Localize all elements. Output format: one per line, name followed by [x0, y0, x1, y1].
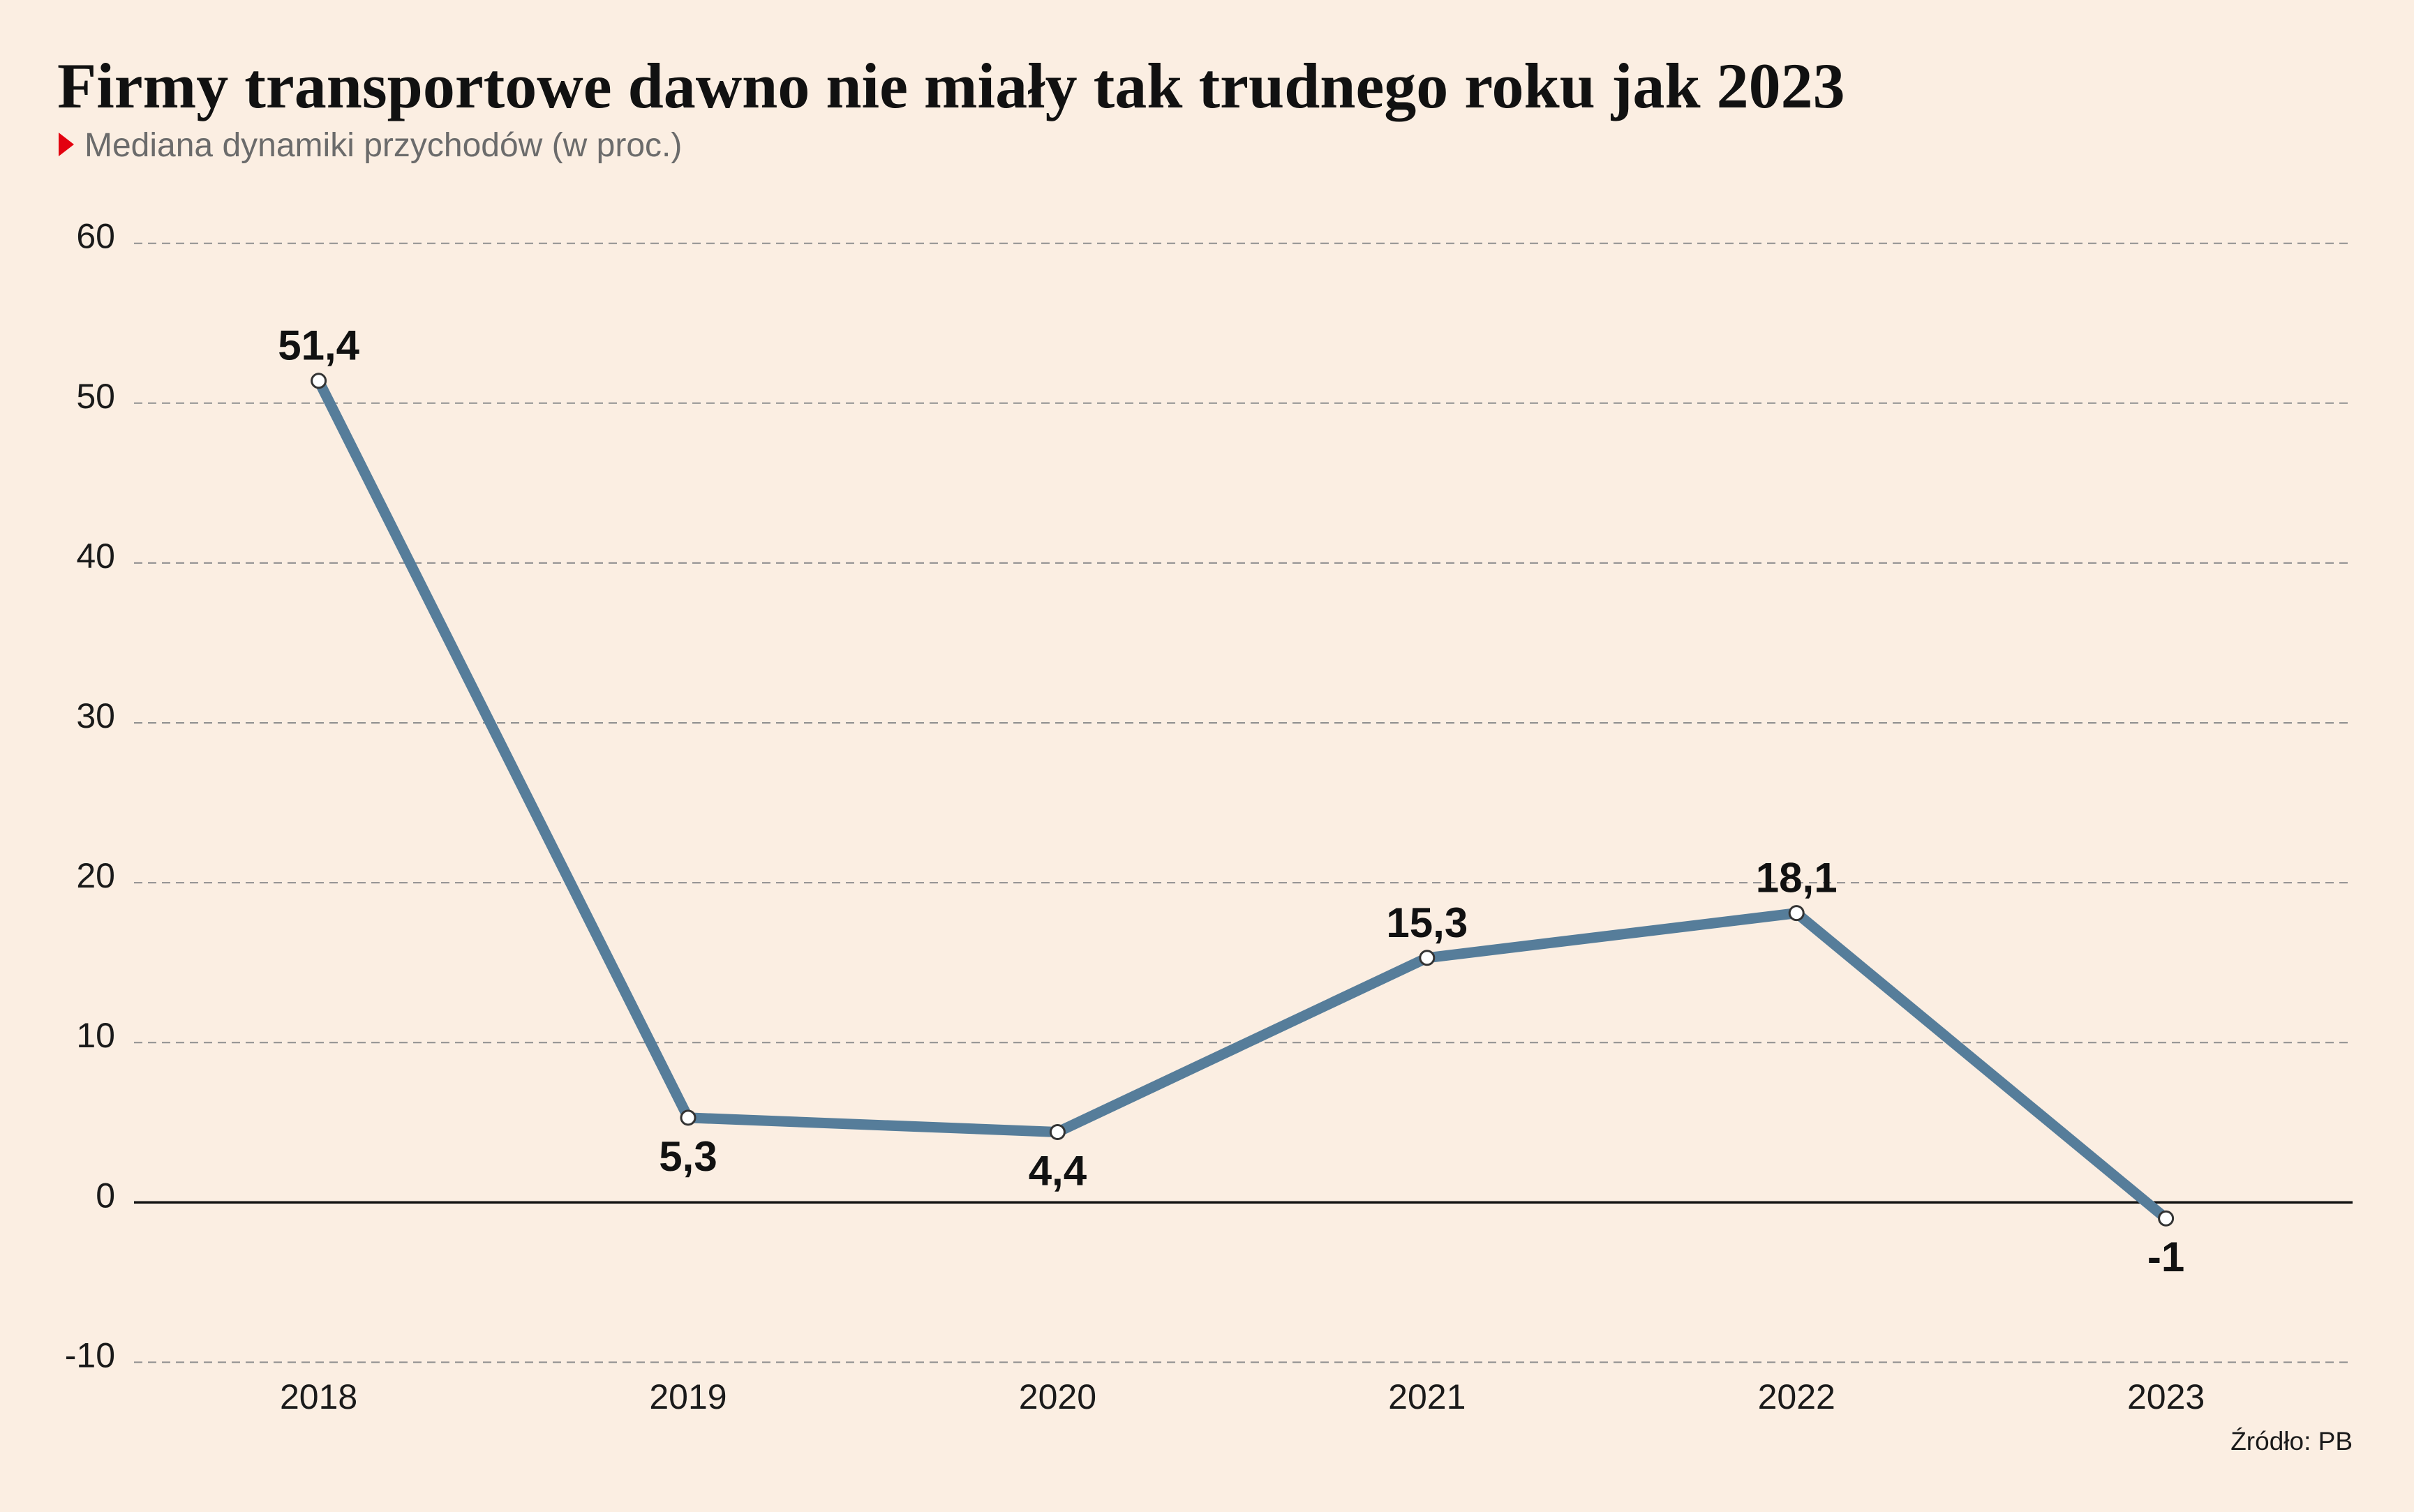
y-tick-label: -10: [65, 1335, 115, 1375]
chart-title: Firmy transportowe dawno nie miały tak t…: [57, 50, 1845, 121]
series-line-group: [313, 375, 2172, 1224]
y-tick-label: 20: [76, 856, 115, 895]
data-point-marker: [1419, 950, 1436, 966]
data-point-marker: [1049, 1123, 1066, 1140]
y-tick-label: 0: [96, 1176, 115, 1215]
data-labels: 51,4 5,3 4,4 15,3 18,1 -1: [278, 322, 2184, 1280]
y-tick-label: 50: [76, 377, 115, 416]
x-tick-label: 2022: [1758, 1377, 1835, 1416]
chart-subtitle: Mediana dynamiki przychodów (w proc.): [84, 127, 682, 164]
grid-lines: [134, 242, 2353, 1363]
data-point-marker: [311, 373, 327, 389]
data-point-marker: [2158, 1210, 2175, 1227]
x-tick-label: 2018: [280, 1377, 357, 1416]
data-point-marker: [680, 1109, 696, 1126]
x-axis-labels: 2018 2019 2020 2021 2022 2023: [280, 1377, 2205, 1416]
x-tick-label: 2023: [2127, 1377, 2205, 1416]
data-value-label: 51,4: [278, 322, 359, 369]
data-point-marker: [1788, 905, 1805, 922]
y-tick-label: 60: [76, 217, 115, 256]
data-value-label: 4,4: [1029, 1147, 1087, 1194]
data-value-label: 18,1: [1756, 855, 1838, 901]
x-tick-label: 2020: [1019, 1377, 1096, 1416]
data-points: [311, 373, 2175, 1227]
y-tick-label: 10: [76, 1016, 115, 1055]
subtitle-triangle-icon: [59, 133, 74, 156]
series-line: [313, 375, 2172, 1224]
y-tick-label: 30: [76, 696, 115, 735]
data-value-label: 5,3: [659, 1133, 717, 1180]
x-tick-label: 2021: [1388, 1377, 1466, 1416]
y-axis-labels: 60 50 40 30 20 10 0 -10: [65, 217, 115, 1375]
data-value-label: 15,3: [1386, 899, 1468, 946]
source-note: Źródło: PB: [2230, 1427, 2353, 1455]
x-tick-label: 2019: [649, 1377, 727, 1416]
y-tick-label: 40: [76, 537, 115, 576]
data-value-label: -1: [2147, 1234, 2184, 1280]
